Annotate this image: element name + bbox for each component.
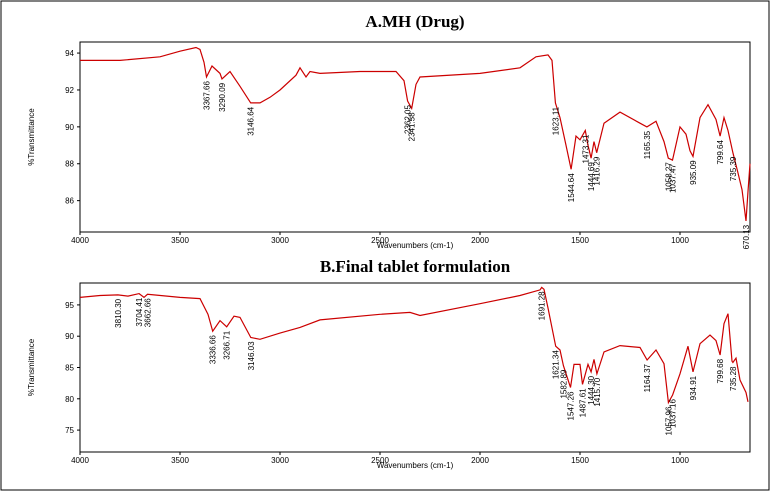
x-tick-label: 1000 (671, 456, 689, 465)
x-tick-label: 3500 (171, 236, 189, 245)
x-tick-label: 3000 (271, 236, 289, 245)
x-tick-label: 4000 (71, 456, 89, 465)
x-tick-label: 2000 (471, 456, 489, 465)
chart-title: B.Final tablet formulation (320, 257, 511, 276)
peak-label: 1623.11 (551, 106, 560, 135)
peak-label: 670.13 (742, 224, 751, 249)
peak-label: 735.28 (729, 366, 738, 391)
peak-label: 1164.37 (643, 363, 652, 392)
peak-label: 3704.41 (135, 297, 144, 326)
peak-label: 1444.30 (587, 375, 596, 404)
peak-label: 1473.31 (581, 134, 590, 163)
y-axis-label: %Transmittance (27, 108, 36, 166)
peak-label: 935.09 (689, 160, 698, 185)
peak-label: 3146.03 (247, 341, 256, 370)
y-tick-label: 95 (65, 301, 74, 310)
peak-label: 3810.30 (114, 298, 123, 327)
peak-label: 1037.47 (669, 164, 678, 193)
peak-label: 1691.28 (538, 291, 547, 320)
peak-label: 1444.69 (587, 162, 596, 191)
x-axis-label: Wavenumbers (cm-1) (377, 461, 454, 470)
peak-label: 1487.61 (578, 388, 587, 417)
x-axis-label: Wavenumbers (cm-1) (377, 241, 454, 250)
chart-title: A.MH (Drug) (365, 12, 464, 31)
peak-label: 1058.27 (664, 162, 673, 191)
peak-label: 1165.35 (643, 130, 652, 159)
y-tick-label: 85 (65, 364, 74, 373)
spectrum-line (80, 46, 751, 221)
y-tick-label: 75 (65, 426, 74, 435)
peak-label: 3146.64 (247, 106, 256, 135)
peak-label: 2362.05 (404, 104, 413, 133)
peak-label: 3336.66 (209, 335, 218, 364)
peak-label: 1547.26 (567, 391, 576, 420)
y-tick-label: 88 (65, 160, 74, 169)
x-tick-label: 2500 (371, 456, 389, 465)
x-tick-label: 1500 (571, 236, 589, 245)
peak-label: 934.91 (689, 375, 698, 400)
peak-label: 1037.16 (669, 398, 678, 427)
peak-label: 3367.66 (202, 81, 211, 110)
y-tick-label: 90 (65, 123, 74, 132)
peak-label: 1416.29 (593, 156, 602, 185)
peak-label: 1415.70 (593, 377, 602, 406)
peak-label: 3662.66 (143, 298, 152, 327)
y-tick-label: 80 (65, 395, 74, 404)
y-axis-label: %Transmittance (27, 338, 36, 396)
x-tick-label: 2000 (471, 236, 489, 245)
x-tick-label: 2500 (371, 236, 389, 245)
peak-label: 1057.96 (664, 406, 673, 435)
x-tick-label: 3000 (271, 456, 289, 465)
peak-label: 3266.71 (223, 330, 232, 359)
x-tick-label: 3500 (171, 456, 189, 465)
spectrum-line (79, 286, 749, 405)
x-tick-label: 1000 (671, 236, 689, 245)
y-tick-label: 86 (65, 197, 74, 206)
peak-label: 799.64 (716, 140, 725, 165)
peak-label: 1621.34 (552, 350, 561, 379)
peak-label: 799.68 (716, 358, 725, 383)
plot-frame (79, 41, 751, 233)
peak-label: 735.39 (729, 156, 738, 181)
peak-label: 1544.64 (567, 173, 576, 202)
y-tick-label: 94 (65, 49, 74, 58)
peak-label: 3290.09 (218, 82, 227, 111)
x-tick-label: 1500 (571, 456, 589, 465)
x-tick-label: 4000 (71, 236, 89, 245)
y-tick-label: 92 (65, 86, 74, 95)
peak-label: 2341.58 (408, 112, 417, 141)
peak-label: 1582.89 (559, 369, 568, 398)
y-tick-label: 90 (65, 332, 74, 341)
